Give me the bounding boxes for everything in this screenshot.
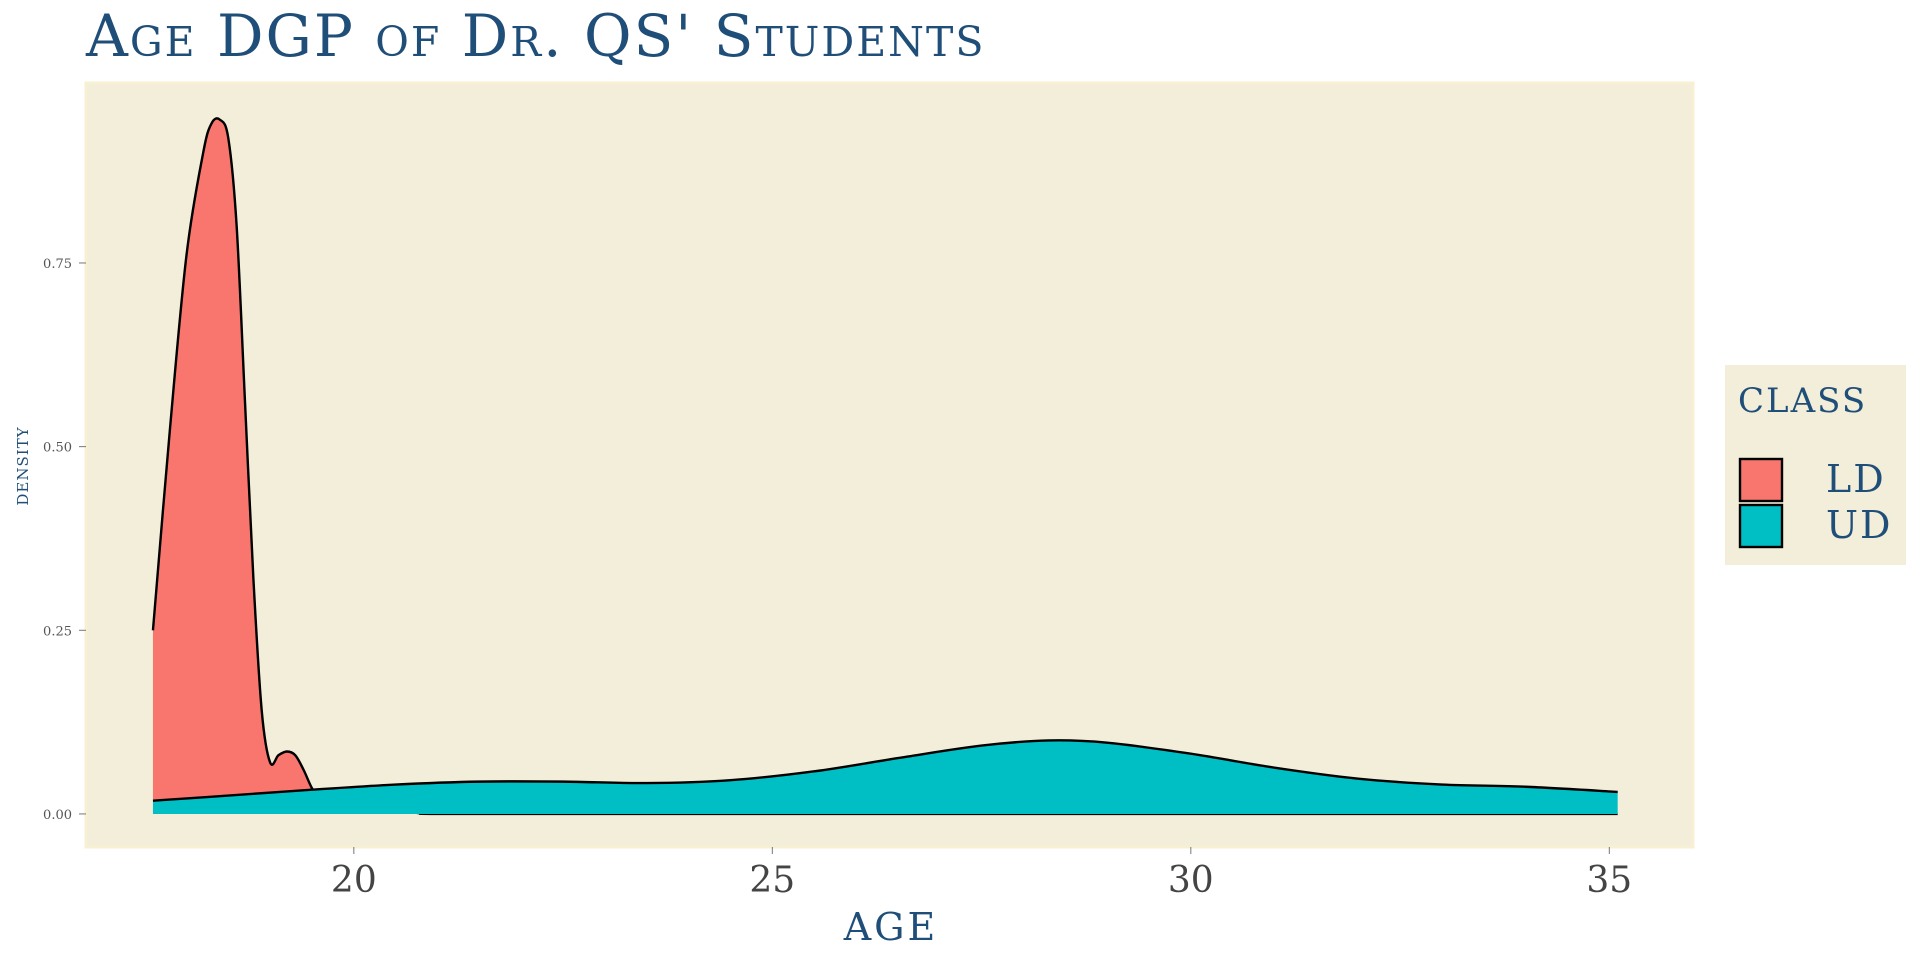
y-axis-ticks: 0.00 0.25 0.50 0.75 [43, 257, 86, 823]
series-layer [151, 117, 1618, 816]
chart-title: Age DGP of Dr. QS' Students [85, 2, 985, 70]
legend-label-ld: LD [1826, 457, 1886, 501]
density-curve-ud [152, 739, 1618, 802]
y-tick-label: 0.00 [43, 808, 72, 823]
x-tick-label: 25 [749, 860, 795, 901]
y-tick-label: 0.25 [43, 624, 72, 639]
x-tick-label: 20 [331, 860, 377, 901]
y-axis-title: DENSITY [14, 426, 32, 505]
legend-title: CLASS [1738, 381, 1867, 421]
density-area-ud [152, 740, 1618, 814]
legend-key-ud [1738, 503, 1784, 549]
y-tick-label: 0.75 [43, 257, 72, 272]
x-axis-title: AGE [843, 905, 939, 949]
plot-panel [84, 81, 1695, 849]
y-tick-label: 0.50 [43, 441, 72, 456]
x-tick-label: 35 [1586, 860, 1632, 901]
x-tick-label: 30 [1168, 860, 1214, 901]
legend-key-ld [1738, 457, 1784, 503]
legend-label-ud: UD [1826, 503, 1893, 547]
x-axis-ticks: 20 25 30 35 [331, 847, 1632, 901]
